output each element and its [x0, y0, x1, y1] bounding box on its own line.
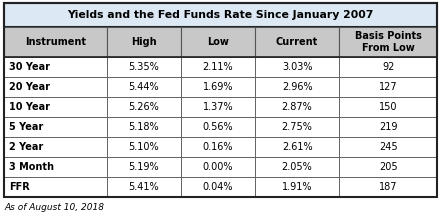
Text: 0.00%: 0.00% — [203, 162, 233, 172]
Bar — [339, 77, 437, 97]
Bar — [181, 157, 255, 177]
Bar — [181, 117, 255, 137]
Text: 5.44%: 5.44% — [129, 82, 159, 92]
Text: 2.87%: 2.87% — [282, 102, 313, 112]
Text: 5.18%: 5.18% — [129, 122, 159, 132]
Text: 2.96%: 2.96% — [282, 82, 312, 92]
Text: 1.37%: 1.37% — [202, 102, 233, 112]
Text: 92: 92 — [382, 62, 394, 72]
Text: 5.41%: 5.41% — [129, 182, 159, 192]
Bar — [4, 117, 107, 137]
Text: Instrument: Instrument — [25, 37, 86, 47]
Text: Basis Points
From Low: Basis Points From Low — [355, 31, 422, 53]
Bar — [4, 137, 107, 157]
Bar — [181, 97, 255, 117]
Bar — [255, 157, 339, 177]
Bar — [107, 57, 181, 77]
Text: 3.03%: 3.03% — [282, 62, 312, 72]
Bar — [255, 97, 339, 117]
Text: 219: 219 — [379, 122, 397, 132]
Bar — [255, 137, 339, 157]
Bar — [107, 27, 181, 57]
Bar — [107, 177, 181, 197]
Bar — [181, 27, 255, 57]
Text: 150: 150 — [379, 102, 397, 112]
Text: 2 Year: 2 Year — [9, 142, 43, 152]
Bar — [107, 137, 181, 157]
Text: Yields and the Fed Funds Rate Since January 2007: Yields and the Fed Funds Rate Since Janu… — [67, 10, 374, 20]
Text: 0.16%: 0.16% — [203, 142, 233, 152]
Text: 20 Year: 20 Year — [9, 82, 50, 92]
Text: 245: 245 — [379, 142, 397, 152]
Text: Low: Low — [207, 37, 229, 47]
Bar — [4, 177, 107, 197]
Text: 187: 187 — [379, 182, 397, 192]
Bar — [181, 177, 255, 197]
Text: 1.69%: 1.69% — [203, 82, 233, 92]
Bar — [107, 117, 181, 137]
Bar — [255, 57, 339, 77]
Bar — [339, 27, 437, 57]
Bar — [107, 77, 181, 97]
Bar — [4, 57, 107, 77]
Text: As of August 10, 2018: As of August 10, 2018 — [4, 203, 104, 211]
Text: 0.04%: 0.04% — [203, 182, 233, 192]
Bar — [255, 177, 339, 197]
Text: FFR: FFR — [9, 182, 30, 192]
Text: 5.35%: 5.35% — [128, 62, 159, 72]
Bar — [4, 3, 437, 197]
Bar — [255, 117, 339, 137]
Bar — [4, 157, 107, 177]
Text: 5.19%: 5.19% — [129, 162, 159, 172]
Bar — [4, 3, 437, 27]
Bar — [4, 97, 107, 117]
Bar — [339, 137, 437, 157]
Text: Current: Current — [276, 37, 318, 47]
Text: 2.75%: 2.75% — [282, 122, 313, 132]
Bar — [107, 157, 181, 177]
Text: 3 Month: 3 Month — [9, 162, 54, 172]
Text: 10 Year: 10 Year — [9, 102, 50, 112]
Text: 127: 127 — [379, 82, 397, 92]
Text: 5.10%: 5.10% — [129, 142, 159, 152]
Bar — [4, 77, 107, 97]
Text: 2.61%: 2.61% — [282, 142, 312, 152]
Text: 1.91%: 1.91% — [282, 182, 312, 192]
Bar — [181, 77, 255, 97]
Text: 2.05%: 2.05% — [282, 162, 313, 172]
Bar — [255, 77, 339, 97]
Bar — [339, 57, 437, 77]
Bar — [339, 157, 437, 177]
Text: 5.26%: 5.26% — [128, 102, 159, 112]
Bar — [339, 97, 437, 117]
Text: 205: 205 — [379, 162, 397, 172]
Bar — [339, 177, 437, 197]
Text: 2.11%: 2.11% — [202, 62, 233, 72]
Bar — [181, 57, 255, 77]
Bar — [4, 27, 107, 57]
Text: 5 Year: 5 Year — [9, 122, 43, 132]
Text: 0.56%: 0.56% — [202, 122, 233, 132]
Bar — [339, 117, 437, 137]
Bar — [107, 97, 181, 117]
Bar — [255, 27, 339, 57]
Bar — [181, 137, 255, 157]
Text: 30 Year: 30 Year — [9, 62, 50, 72]
Text: High: High — [131, 37, 157, 47]
